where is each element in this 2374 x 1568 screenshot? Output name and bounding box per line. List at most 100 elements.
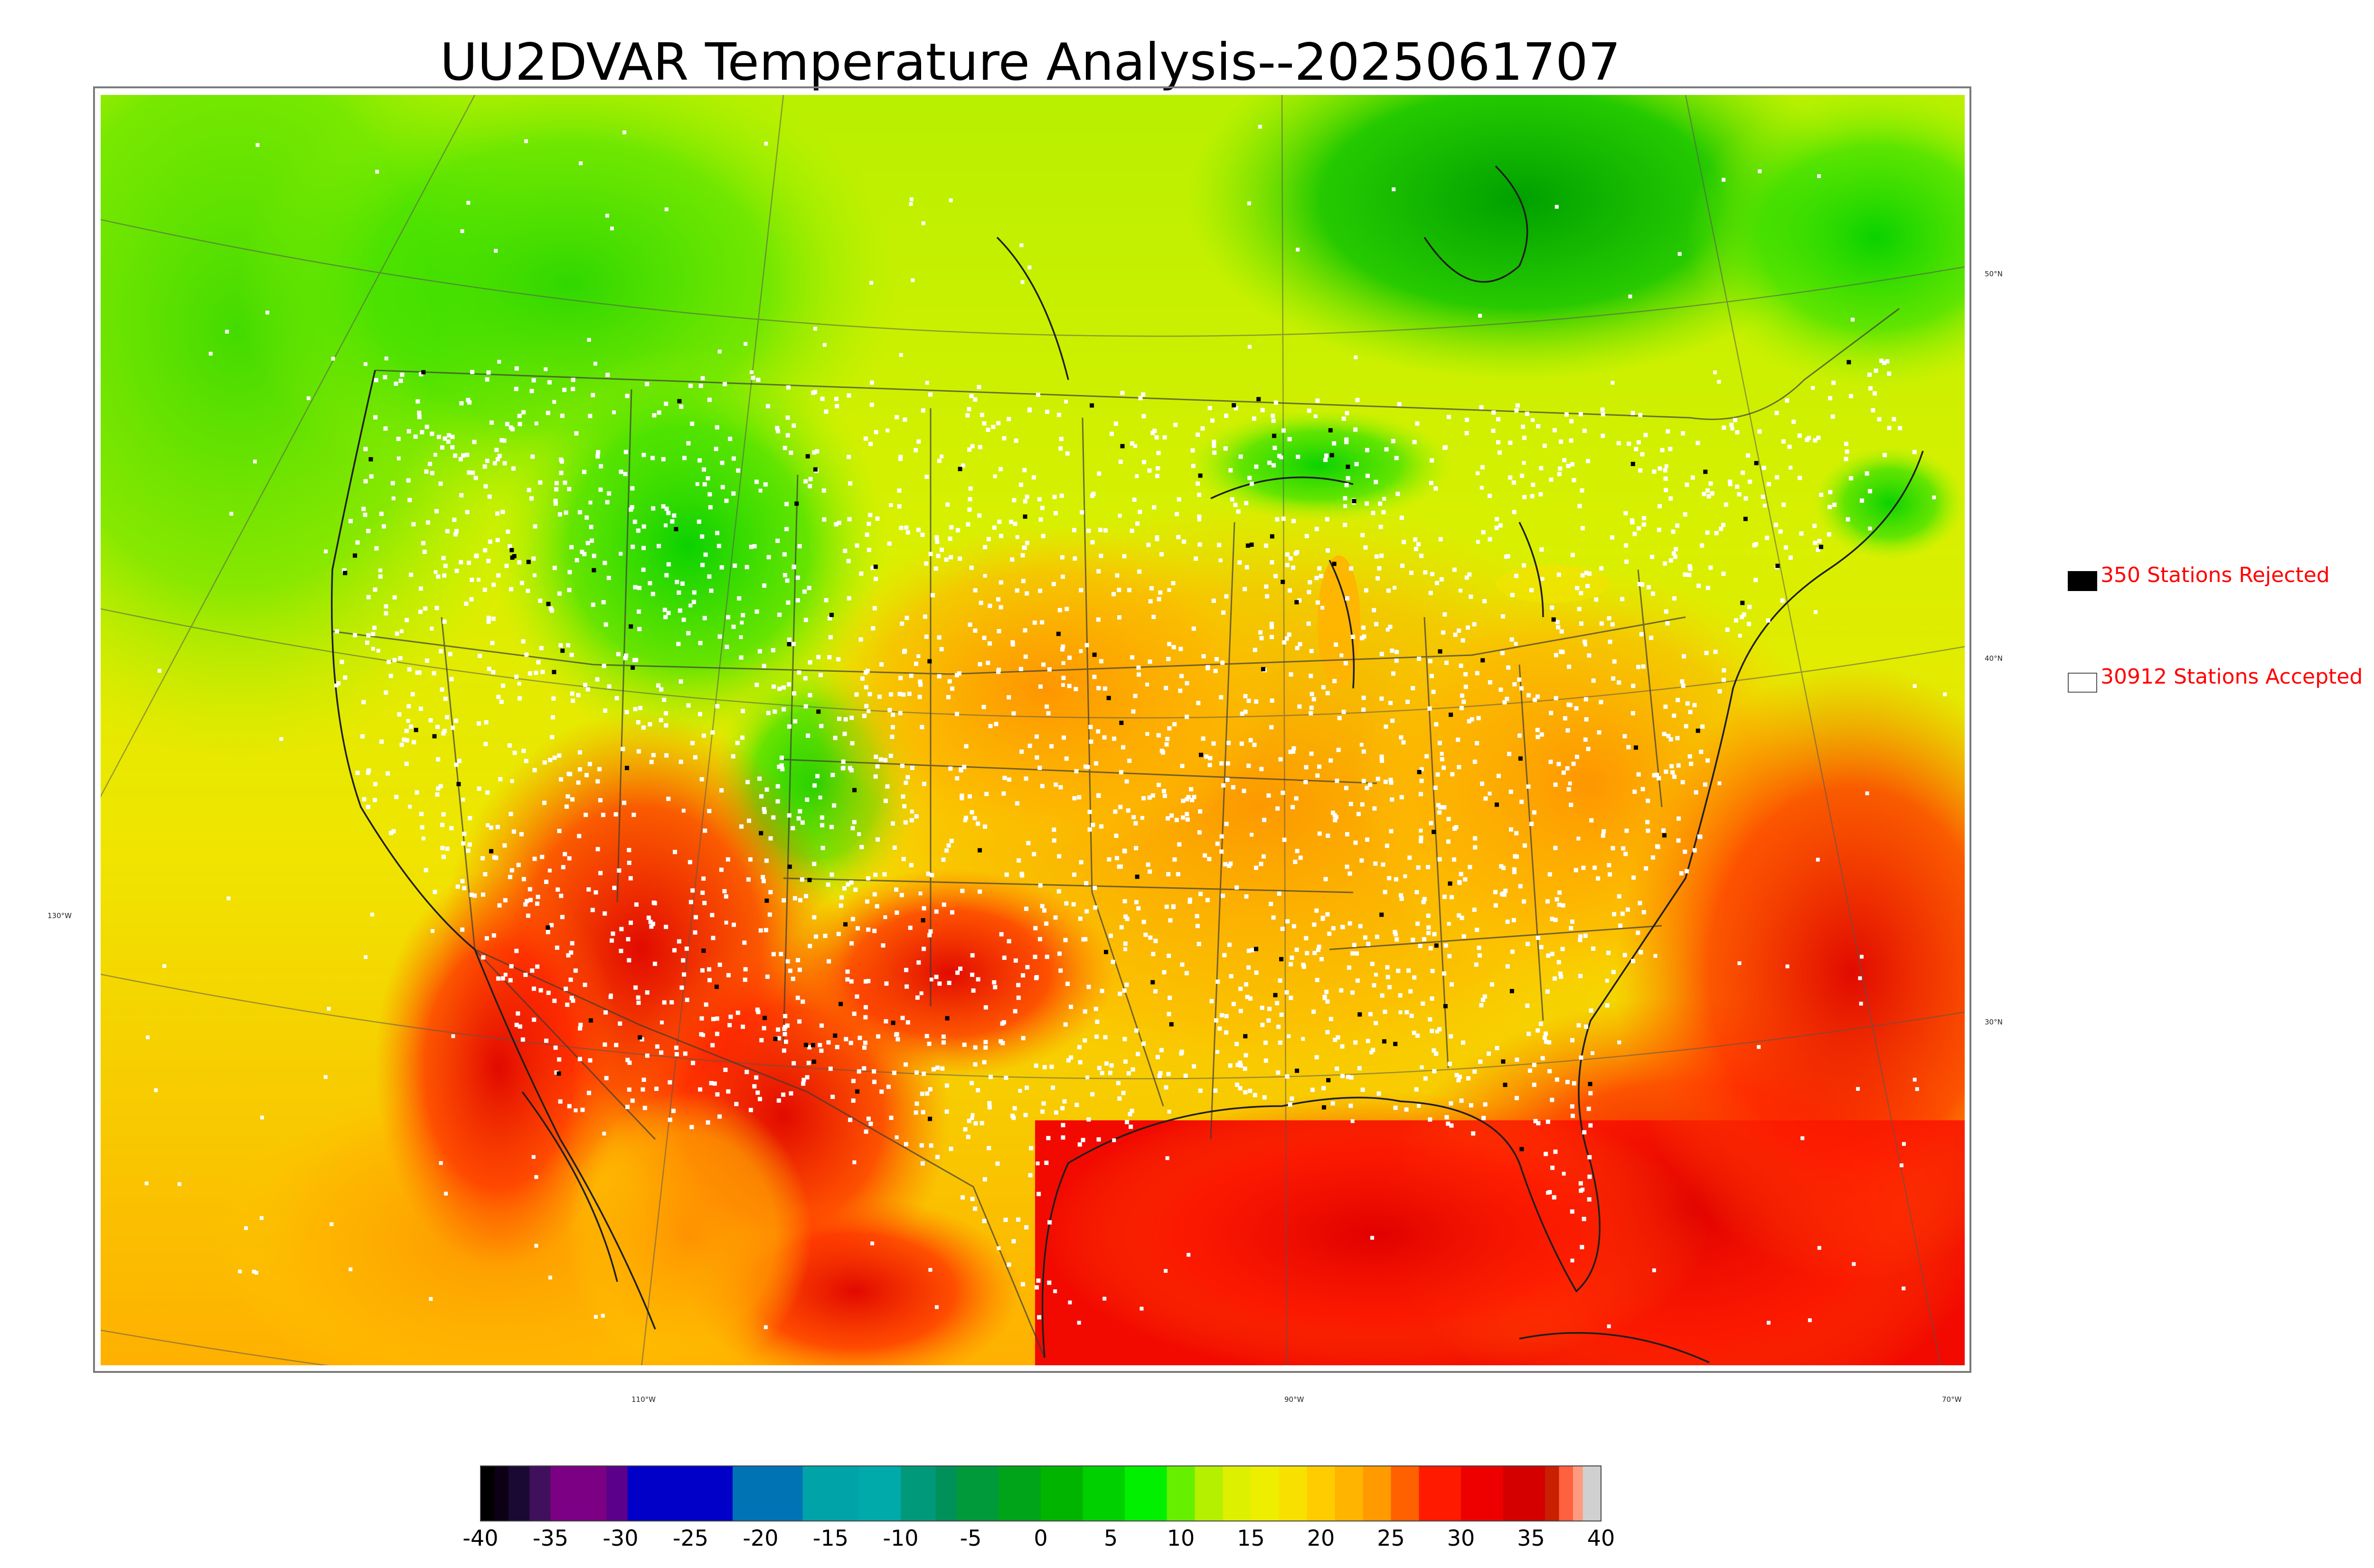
accepted-station-marker [874,754,878,759]
accepted-station-marker [465,510,470,515]
accepted-station-marker [1263,1041,1268,1045]
accepted-station-marker [1259,767,1264,771]
accepted-station-marker [353,633,358,638]
accepted-station-marker [1570,1104,1574,1109]
accepted-station-marker [902,804,907,808]
accepted-station-marker [1332,441,1337,446]
accepted-station-marker [1496,440,1501,445]
accepted-station-marker [1167,1109,1171,1114]
accepted-station-marker [1021,579,1026,583]
accepted-station-marker [1130,1067,1135,1072]
accepted-station-marker [632,658,637,663]
accepted-station-marker [672,948,677,953]
accepted-station-marker [1414,890,1419,894]
accepted-station-marker [558,1099,563,1104]
accepted-station-marker [519,832,524,836]
accepted-station-marker [1432,932,1437,937]
accepted-station-marker [1607,616,1611,620]
accepted-station-marker [1423,1076,1428,1081]
accepted-station-marker [782,552,787,557]
accepted-station-marker [1373,861,1378,866]
accepted-station-marker [960,793,964,798]
accepted-station-marker [336,681,341,686]
accepted-station-marker [561,865,565,870]
accepted-station-marker [921,408,925,413]
accepted-station-marker [1450,895,1454,900]
rejected-station-marker [1743,516,1748,521]
accepted-station-marker [711,936,716,940]
accepted-station-marker [1243,694,1248,698]
accepted-station-marker [1341,709,1346,714]
accepted-station-marker [980,413,984,417]
accepted-station-marker [1040,506,1045,510]
accepted-station-marker [1258,630,1263,635]
accepted-station-marker [664,723,669,728]
accepted-station-marker [1040,1109,1045,1114]
accepted-station-marker [697,519,701,524]
accepted-station-marker [378,574,383,579]
accepted-station-marker [433,453,438,457]
accepted-station-marker [1000,1041,1005,1045]
accepted-station-marker [595,779,600,784]
accepted-station-marker [973,1206,978,1211]
accepted-station-marker [787,682,791,687]
accepted-station-marker [1652,1268,1656,1272]
accepted-station-marker [1859,498,1864,503]
accepted-station-marker [533,524,537,529]
accepted-station-marker [1733,618,1738,623]
colorbar-segment [1419,1466,1461,1521]
accepted-station-marker [1060,1106,1065,1110]
rejected-station-marker [1273,993,1278,997]
accepted-station-marker [1083,1038,1087,1043]
accepted-station-marker [623,450,628,454]
accepted-station-marker [662,697,667,702]
accepted-station-marker [334,683,338,687]
accepted-station-marker [1702,492,1706,497]
accepted-station-marker [1591,946,1596,951]
accepted-station-marker [1757,1045,1761,1049]
accepted-station-marker [1025,591,1029,596]
accepted-station-marker [1219,761,1224,766]
accepted-station-marker [1631,959,1636,964]
accepted-station-marker [685,997,689,1002]
accepted-station-marker [976,977,980,982]
accepted-station-marker [1408,989,1413,994]
accepted-station-marker [1130,528,1134,533]
accepted-station-marker [1401,740,1406,745]
accepted-station-marker [623,472,628,477]
accepted-station-marker [1699,750,1704,754]
accepted-station-marker [648,581,652,585]
accepted-station-marker [1526,784,1531,789]
accepted-station-marker [407,498,412,502]
accepted-station-marker [736,468,741,473]
accepted-station-marker [1775,475,1780,479]
accepted-station-marker [1143,932,1148,937]
accepted-station-marker [848,1041,853,1045]
accepted-station-marker [1565,766,1570,771]
accepted-station-marker [1608,639,1612,644]
accepted-station-marker [941,857,946,862]
accepted-station-marker [565,1002,570,1007]
accepted-station-marker [542,800,546,805]
accepted-station-marker [865,668,870,673]
accepted-station-marker [749,545,754,549]
accepted-station-marker [1587,1197,1592,1202]
accepted-station-marker [805,797,810,802]
accepted-station-marker [937,635,942,640]
accepted-station-marker [508,978,513,983]
accepted-station-marker [1400,563,1405,568]
colorbar-tick-label: 15 [1237,1525,1265,1551]
accepted-station-marker [1506,665,1511,670]
accepted-station-marker [472,893,477,898]
accepted-station-marker [1722,668,1726,673]
accepted-station-marker [863,1005,868,1010]
accepted-station-marker [787,724,791,729]
accepted-station-marker [1317,764,1322,769]
colorbar-segment [957,1466,999,1521]
accepted-station-marker [1587,653,1592,658]
accepted-station-marker [812,915,817,920]
accepted-station-marker [1753,578,1758,582]
accepted-station-marker [1315,977,1319,982]
accepted-station-marker [1264,584,1269,589]
accepted-station-marker [957,671,961,676]
